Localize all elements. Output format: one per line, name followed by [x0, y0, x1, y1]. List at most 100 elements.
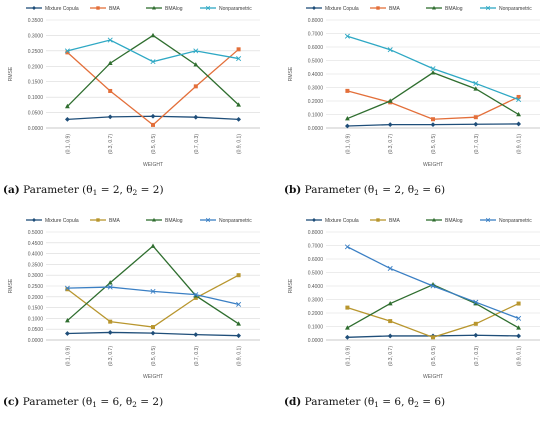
legend-marker — [485, 5, 491, 11]
data-point-nonparametric — [473, 80, 479, 86]
x-tick-label: (0.9, 0.1) — [517, 346, 523, 366]
x-tick-label: (0.3, 0.7) — [108, 134, 114, 154]
y-tick-label: 0.8000 — [308, 230, 324, 236]
x-tick-label: (0.3, 0.7) — [388, 134, 394, 154]
data-point-mixture-copula — [473, 332, 479, 338]
y-tick-label: 0.0500 — [28, 327, 44, 333]
legend-label: BMA — [109, 218, 121, 224]
caption-sub: 2 — [414, 188, 419, 197]
data-point-bma — [473, 115, 478, 120]
data-point-nonparametric — [236, 56, 242, 62]
caption-sub: 1 — [374, 400, 379, 409]
caption-text: Parameter (θ — [22, 396, 93, 408]
y-tick-label: 0.6000 — [308, 257, 324, 263]
x-axis-label: WEIGHT — [143, 374, 163, 380]
legend-label: BMAlog — [165, 6, 183, 12]
data-point-bma — [236, 47, 241, 52]
series-line-bmalog — [66, 245, 239, 325]
x-axis-label: WEIGHT — [143, 162, 163, 168]
x-tick-label: (0.1, 0.9) — [65, 134, 71, 154]
data-point-mixture-copula — [150, 113, 156, 119]
y-tick-label: 0.5000 — [308, 271, 324, 277]
caption-label: (c) — [3, 396, 20, 408]
legend-item-bma: BMA — [90, 6, 121, 12]
legend-marker — [205, 5, 211, 11]
caption-label: (b) — [284, 184, 302, 196]
caption-sub: 1 — [374, 188, 379, 197]
legend-marker — [152, 217, 156, 222]
data-point-bmalog — [236, 321, 241, 326]
x-tick-label: (0.5, 0.5) — [151, 134, 157, 154]
legend-item-bmalog: BMAlog — [426, 5, 463, 12]
legend-marker — [152, 5, 156, 10]
data-point-bma — [516, 94, 521, 99]
chart-panel-b: 0.0000 0.1000 0.2000 0.3000 0.4000 0.5000 0.60… — [280, 0, 548, 180]
legend-marker — [96, 218, 100, 222]
x-tick-label: (0.9, 0.1) — [517, 134, 523, 154]
chart-panel-a: 0.0000 0.0500 0.1000 0.1500 0.2000 0.2500 0.30… — [0, 0, 268, 180]
series-line-bma — [66, 48, 240, 126]
x-tick-label: (0.1, 0.9) — [345, 346, 351, 366]
caption-sub: 2 — [132, 400, 137, 409]
data-point-nonparametric — [473, 299, 479, 305]
legend-label: Mixture Copula — [45, 6, 79, 12]
x-tick-label: (0.1, 0.9) — [345, 134, 351, 154]
y-tick-label: 0.4500 — [28, 241, 44, 247]
caption-label: (d) — [284, 396, 302, 408]
legend-item-nonparametric: Nonparametric — [200, 218, 252, 224]
legend-item-nonparametric: Nonparametric — [480, 218, 532, 224]
caption-text: Parameter (θ — [23, 184, 93, 196]
data-point-nonparametric — [430, 283, 436, 289]
y-tick-label: 0.1000 — [308, 325, 324, 331]
chart-c: 0.0000 0.0500 0.1000 0.1500 0.2000 0.2500 0.30… — [8, 217, 260, 380]
series-line-bmalog — [347, 283, 519, 329]
legend-label: Nonparametric — [499, 6, 532, 12]
legend-label: BMAlog — [165, 218, 183, 224]
y-tick-label: 0.3500 — [28, 262, 44, 268]
data-point-bma — [108, 88, 113, 93]
legend-item-bmalog: BMAlog — [146, 217, 183, 224]
x-tick-label: (0.3, 0.7) — [108, 346, 114, 366]
y-tick-label: 0.1000 — [308, 113, 324, 119]
series-line-bma — [347, 90, 519, 120]
data-point-mixture-copula — [345, 334, 350, 340]
legend-item-nonparametric: Nonparametric — [200, 6, 252, 12]
data-point-nonparametric — [107, 37, 113, 43]
y-axis-label: RMSE — [8, 278, 14, 293]
data-point-mixture-copula — [430, 122, 436, 128]
legend-label: Nonparametric — [219, 218, 252, 224]
chart-panel-c: 0.0000 0.0500 0.1000 0.1500 0.2000 0.2500 0.30… — [0, 212, 268, 392]
data-point-mixture-copula — [65, 331, 70, 336]
legend-marker — [312, 6, 316, 10]
y-tick-label: 0.4000 — [308, 284, 324, 290]
y-axis-label: RMSE — [288, 278, 294, 293]
data-point-bma — [151, 325, 155, 330]
data-point-mixture-copula — [107, 330, 113, 335]
data-point-mixture-copula — [387, 122, 393, 128]
caption-mid: = 2, θ — [378, 184, 415, 196]
caption-sub: 2 — [132, 188, 138, 197]
data-point-mixture-copula — [65, 116, 70, 122]
x-tick-label: (0.5, 0.5) — [151, 346, 157, 366]
data-point-mixture-copula — [473, 121, 479, 127]
series-line-nonparametric — [347, 35, 519, 101]
y-axis-label: RMSE — [8, 66, 14, 81]
y-tick-label: 0.2000 — [28, 295, 44, 301]
data-point-bmalog — [65, 317, 70, 323]
y-tick-label: 0.0000 — [28, 338, 44, 344]
data-point-nonparametric — [430, 66, 436, 72]
data-point-mixture-copula — [516, 333, 521, 339]
caption-end: = 2) — [136, 396, 164, 408]
y-tick-label: 0.5000 — [28, 230, 44, 236]
legend-label: BMA — [389, 6, 401, 12]
data-point-nonparametric — [344, 244, 350, 250]
y-tick-label: 0.3000 — [308, 86, 324, 92]
legend-label: Nonparametric — [219, 6, 252, 12]
legend-item-bmalog: BMAlog — [426, 217, 463, 224]
data-point-bma — [345, 305, 350, 310]
legend-marker — [32, 218, 36, 222]
data-point-bma — [431, 117, 435, 122]
data-point-bmalog — [107, 60, 113, 65]
legend-label: BMA — [109, 6, 121, 12]
y-tick-label: 0.3000 — [308, 298, 324, 304]
